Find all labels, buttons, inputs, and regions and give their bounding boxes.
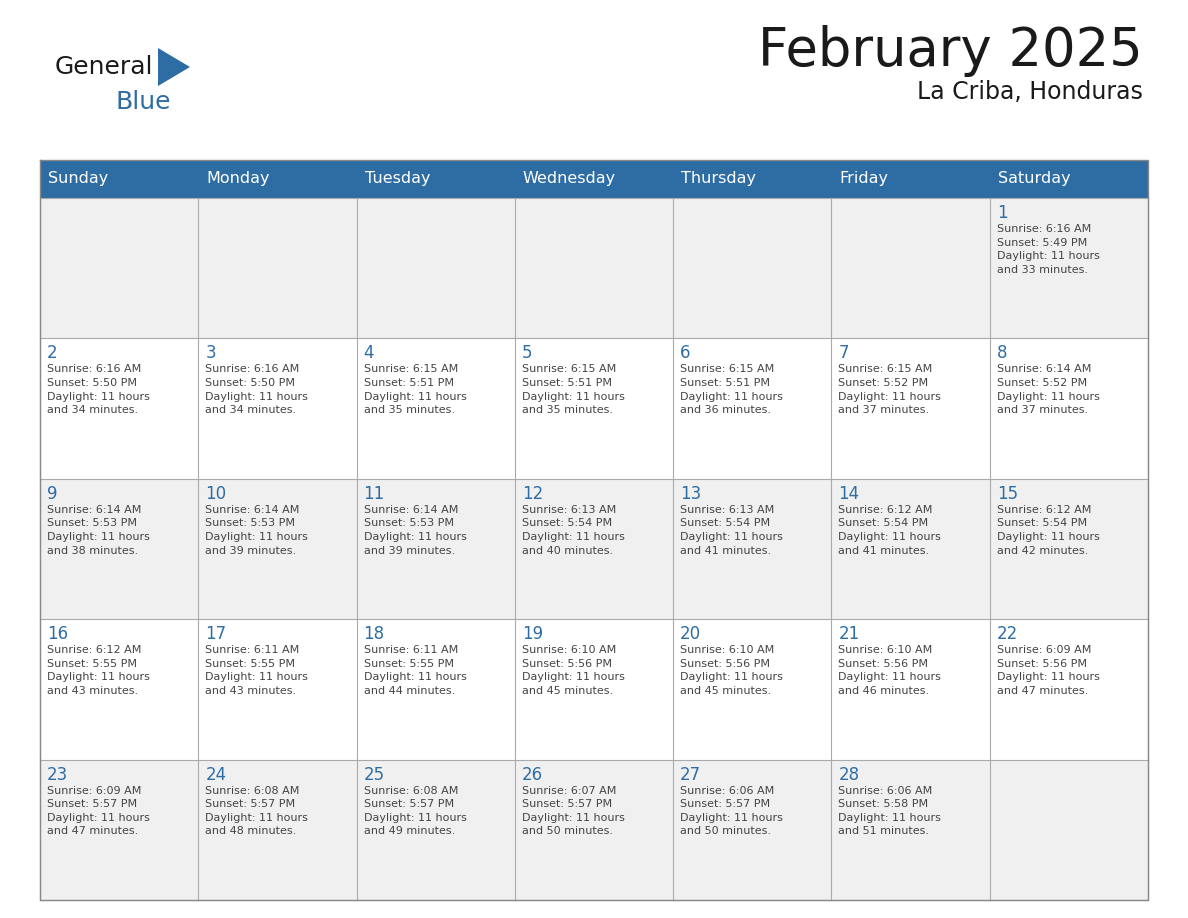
Text: 23: 23 [48, 766, 68, 784]
Text: Sunrise: 6:14 AM
Sunset: 5:53 PM
Daylight: 11 hours
and 39 minutes.: Sunrise: 6:14 AM Sunset: 5:53 PM Dayligh… [364, 505, 467, 555]
Text: 18: 18 [364, 625, 385, 644]
Bar [40, 479, 1148, 620]
Bar [40, 620, 1148, 759]
Text: Sunrise: 6:15 AM
Sunset: 5:52 PM
Daylight: 11 hours
and 37 minutes.: Sunrise: 6:15 AM Sunset: 5:52 PM Dayligh… [839, 364, 941, 415]
Text: 13: 13 [681, 485, 701, 503]
Text: 6: 6 [681, 344, 690, 363]
Text: Sunrise: 6:06 AM
Sunset: 5:58 PM
Daylight: 11 hours
and 51 minutes.: Sunrise: 6:06 AM Sunset: 5:58 PM Dayligh… [839, 786, 941, 836]
Bar [40, 759, 1148, 900]
Text: Sunrise: 6:16 AM
Sunset: 5:50 PM
Daylight: 11 hours
and 34 minutes.: Sunrise: 6:16 AM Sunset: 5:50 PM Dayligh… [206, 364, 308, 415]
Text: Sunrise: 6:14 AM
Sunset: 5:53 PM
Daylight: 11 hours
and 39 minutes.: Sunrise: 6:14 AM Sunset: 5:53 PM Dayligh… [206, 505, 308, 555]
Text: 28: 28 [839, 766, 860, 784]
Text: Sunrise: 6:11 AM
Sunset: 5:55 PM
Daylight: 11 hours
and 43 minutes.: Sunrise: 6:11 AM Sunset: 5:55 PM Dayligh… [206, 645, 308, 696]
Text: 5: 5 [522, 344, 532, 363]
Text: 4: 4 [364, 344, 374, 363]
Text: Sunrise: 6:11 AM
Sunset: 5:55 PM
Daylight: 11 hours
and 44 minutes.: Sunrise: 6:11 AM Sunset: 5:55 PM Dayligh… [364, 645, 467, 696]
Text: Sunrise: 6:13 AM
Sunset: 5:54 PM
Daylight: 11 hours
and 40 minutes.: Sunrise: 6:13 AM Sunset: 5:54 PM Dayligh… [522, 505, 625, 555]
Text: Tuesday: Tuesday [365, 172, 430, 186]
Text: 10: 10 [206, 485, 227, 503]
Text: Sunrise: 6:12 AM
Sunset: 5:55 PM
Daylight: 11 hours
and 43 minutes.: Sunrise: 6:12 AM Sunset: 5:55 PM Dayligh… [48, 645, 150, 696]
Text: Sunrise: 6:13 AM
Sunset: 5:54 PM
Daylight: 11 hours
and 41 minutes.: Sunrise: 6:13 AM Sunset: 5:54 PM Dayligh… [681, 505, 783, 555]
Text: Sunrise: 6:06 AM
Sunset: 5:57 PM
Daylight: 11 hours
and 50 minutes.: Sunrise: 6:06 AM Sunset: 5:57 PM Dayligh… [681, 786, 783, 836]
Text: Sunrise: 6:15 AM
Sunset: 5:51 PM
Daylight: 11 hours
and 35 minutes.: Sunrise: 6:15 AM Sunset: 5:51 PM Dayligh… [364, 364, 467, 415]
Text: 14: 14 [839, 485, 860, 503]
Text: February 2025: February 2025 [758, 25, 1143, 77]
Text: Sunrise: 6:14 AM
Sunset: 5:52 PM
Daylight: 11 hours
and 37 minutes.: Sunrise: 6:14 AM Sunset: 5:52 PM Dayligh… [997, 364, 1100, 415]
Text: Wednesday: Wednesday [523, 172, 617, 186]
Text: Saturday: Saturday [998, 172, 1070, 186]
Polygon shape [158, 48, 190, 86]
Text: 3: 3 [206, 344, 216, 363]
Text: Sunrise: 6:08 AM
Sunset: 5:57 PM
Daylight: 11 hours
and 48 minutes.: Sunrise: 6:08 AM Sunset: 5:57 PM Dayligh… [206, 786, 308, 836]
Text: Sunrise: 6:12 AM
Sunset: 5:54 PM
Daylight: 11 hours
and 41 minutes.: Sunrise: 6:12 AM Sunset: 5:54 PM Dayligh… [839, 505, 941, 555]
Text: Sunrise: 6:16 AM
Sunset: 5:50 PM
Daylight: 11 hours
and 34 minutes.: Sunrise: 6:16 AM Sunset: 5:50 PM Dayligh… [48, 364, 150, 415]
Text: 2: 2 [48, 344, 58, 363]
Text: 15: 15 [997, 485, 1018, 503]
Text: Sunday: Sunday [48, 172, 108, 186]
Text: Sunrise: 6:16 AM
Sunset: 5:49 PM
Daylight: 11 hours
and 33 minutes.: Sunrise: 6:16 AM Sunset: 5:49 PM Dayligh… [997, 224, 1100, 274]
Text: 9: 9 [48, 485, 57, 503]
Text: 12: 12 [522, 485, 543, 503]
Text: 26: 26 [522, 766, 543, 784]
Text: Blue: Blue [115, 90, 171, 114]
Text: Sunrise: 6:15 AM
Sunset: 5:51 PM
Daylight: 11 hours
and 36 minutes.: Sunrise: 6:15 AM Sunset: 5:51 PM Dayligh… [681, 364, 783, 415]
Text: 1: 1 [997, 204, 1007, 222]
Text: 7: 7 [839, 344, 849, 363]
Text: 16: 16 [48, 625, 68, 644]
Text: Sunrise: 6:09 AM
Sunset: 5:57 PM
Daylight: 11 hours
and 47 minutes.: Sunrise: 6:09 AM Sunset: 5:57 PM Dayligh… [48, 786, 150, 836]
Text: 24: 24 [206, 766, 227, 784]
Text: Sunrise: 6:10 AM
Sunset: 5:56 PM
Daylight: 11 hours
and 45 minutes.: Sunrise: 6:10 AM Sunset: 5:56 PM Dayligh… [522, 645, 625, 696]
Bar [40, 198, 1148, 339]
Bar [40, 160, 1148, 198]
Bar [40, 339, 1148, 479]
Text: Sunrise: 6:15 AM
Sunset: 5:51 PM
Daylight: 11 hours
and 35 minutes.: Sunrise: 6:15 AM Sunset: 5:51 PM Dayligh… [522, 364, 625, 415]
Text: Monday: Monday [207, 172, 270, 186]
Text: General: General [55, 55, 153, 79]
Text: 25: 25 [364, 766, 385, 784]
Text: 21: 21 [839, 625, 860, 644]
Text: 27: 27 [681, 766, 701, 784]
Text: Sunrise: 6:09 AM
Sunset: 5:56 PM
Daylight: 11 hours
and 47 minutes.: Sunrise: 6:09 AM Sunset: 5:56 PM Dayligh… [997, 645, 1100, 696]
Text: Sunrise: 6:07 AM
Sunset: 5:57 PM
Daylight: 11 hours
and 50 minutes.: Sunrise: 6:07 AM Sunset: 5:57 PM Dayligh… [522, 786, 625, 836]
Text: 11: 11 [364, 485, 385, 503]
Text: 22: 22 [997, 625, 1018, 644]
Text: Thursday: Thursday [681, 172, 756, 186]
Text: Friday: Friday [840, 172, 889, 186]
Text: Sunrise: 6:12 AM
Sunset: 5:54 PM
Daylight: 11 hours
and 42 minutes.: Sunrise: 6:12 AM Sunset: 5:54 PM Dayligh… [997, 505, 1100, 555]
Text: 17: 17 [206, 625, 227, 644]
Text: 8: 8 [997, 344, 1007, 363]
Text: Sunrise: 6:10 AM
Sunset: 5:56 PM
Daylight: 11 hours
and 45 minutes.: Sunrise: 6:10 AM Sunset: 5:56 PM Dayligh… [681, 645, 783, 696]
Text: 20: 20 [681, 625, 701, 644]
Text: Sunrise: 6:14 AM
Sunset: 5:53 PM
Daylight: 11 hours
and 38 minutes.: Sunrise: 6:14 AM Sunset: 5:53 PM Dayligh… [48, 505, 150, 555]
Text: La Criba, Honduras: La Criba, Honduras [917, 80, 1143, 104]
Text: Sunrise: 6:10 AM
Sunset: 5:56 PM
Daylight: 11 hours
and 46 minutes.: Sunrise: 6:10 AM Sunset: 5:56 PM Dayligh… [839, 645, 941, 696]
Text: 19: 19 [522, 625, 543, 644]
Text: Sunrise: 6:08 AM
Sunset: 5:57 PM
Daylight: 11 hours
and 49 minutes.: Sunrise: 6:08 AM Sunset: 5:57 PM Dayligh… [364, 786, 467, 836]
